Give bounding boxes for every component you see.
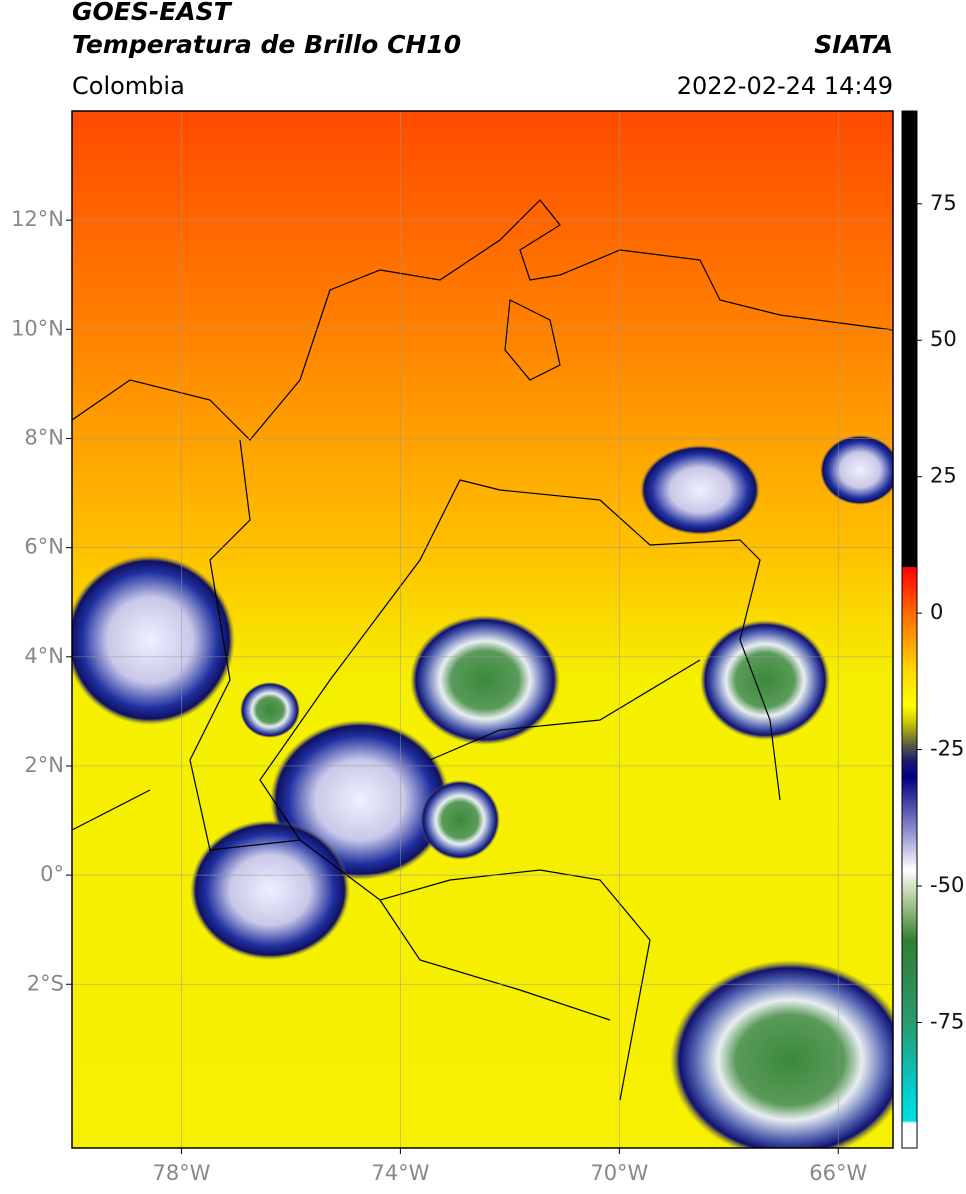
x-tick-label: 78°W: [152, 1161, 210, 1185]
y-tick-label: 2°S: [27, 971, 64, 995]
cloud: [420, 780, 500, 860]
source: SIATA: [814, 30, 893, 59]
colorbar: [901, 110, 918, 1149]
colorbar-tick-label: -50: [930, 873, 964, 897]
colorbar-tick-label: 0: [930, 600, 943, 624]
x-tick-label: 74°W: [371, 1161, 429, 1185]
y-tick-label: 12°N: [11, 207, 64, 231]
x-tick-label: 70°W: [590, 1161, 648, 1185]
y-tick-label: 2°N: [24, 753, 64, 777]
colorbar-tick-label: 50: [930, 327, 957, 351]
x-tick-label: 66°W: [809, 1161, 867, 1185]
region: Colombia: [72, 72, 185, 100]
cloud: [72, 555, 235, 725]
y-tick-label: 6°N: [24, 535, 64, 559]
title: GOES-EAST: [72, 0, 233, 26]
subtitle: Temperatura de Brillo CH10: [72, 30, 461, 59]
datetime: 2022-02-24 14:49: [677, 72, 893, 100]
cloud: [640, 445, 760, 535]
cloud: [700, 620, 830, 740]
cloud: [670, 960, 893, 1148]
cloud: [190, 820, 350, 960]
y-tick-label: 10°N: [11, 316, 64, 340]
cloud: [410, 615, 560, 745]
boundaries: [72, 199, 893, 1101]
y-tick-label: 4°N: [24, 644, 64, 668]
colorbar-tick-label: -75: [930, 1009, 964, 1033]
map-frame: [71, 110, 894, 1149]
map-image: [72, 111, 893, 1148]
colorbar-tick-label: -25: [930, 737, 964, 761]
cloud: [240, 682, 300, 738]
colorbar-tick-label: 25: [930, 464, 957, 488]
colorbar-tick-label: 75: [930, 191, 957, 215]
y-tick-label: 8°N: [24, 425, 64, 449]
y-tick-label: 0°: [40, 862, 64, 886]
cloud: [820, 435, 893, 505]
